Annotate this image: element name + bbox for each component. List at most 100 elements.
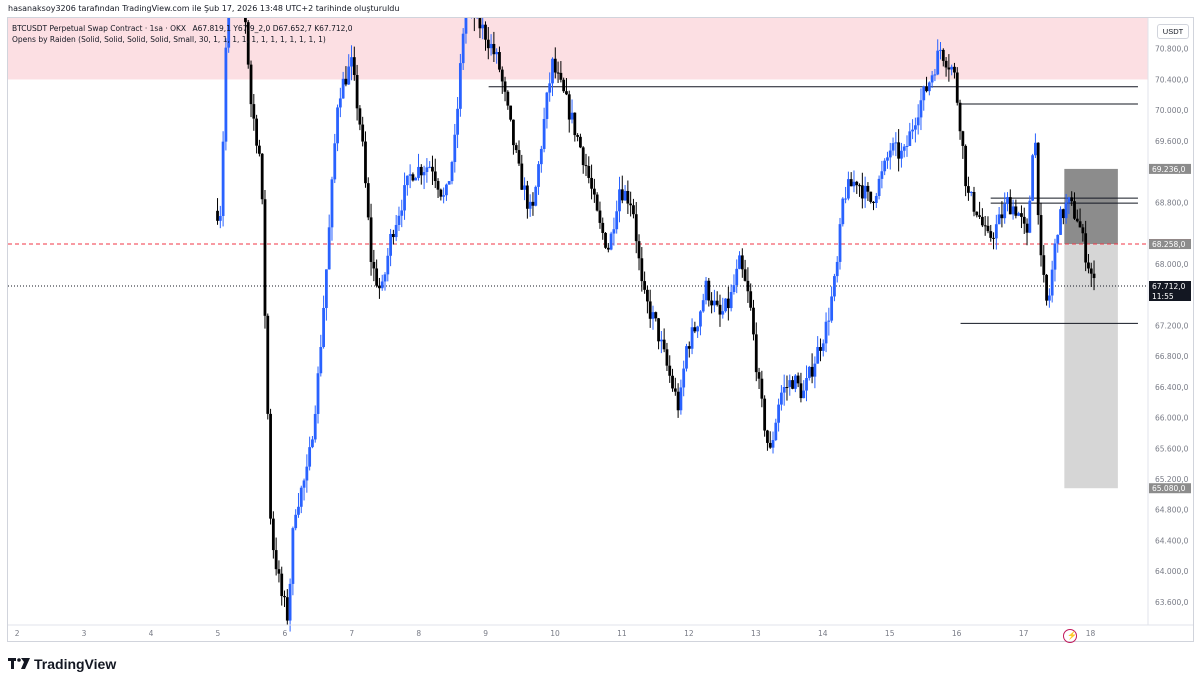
x-tick-label: 7 [349,629,354,638]
chart-canvas[interactable]: 70.800,0 70.400,0 70.000,0 69.600,0 68.800,0… [8,18,1193,641]
candle-body-down [283,596,286,598]
x-tick-label: 4 [149,629,154,638]
candle-body-down [355,74,359,109]
candle-body-down [858,185,861,187]
candle-body-up [793,375,797,389]
candle-body-up [732,285,736,292]
candle-body-up [779,392,783,405]
candle-body-down [579,136,582,148]
candle-body-down [634,214,638,242]
candle-body-up [545,92,549,119]
candle-body-down [1078,221,1082,228]
candle-body-down [1045,274,1048,301]
candle-body-down [646,289,649,302]
price-label-countdown: 11:55 [1152,292,1174,301]
candle-body-up [1034,142,1037,156]
candle-body-down [553,58,557,73]
candle-body-down [715,300,719,305]
y-tick-label: 66.000,0 [1155,414,1189,423]
candle-body-down [478,18,482,29]
candle-body-down [244,18,247,23]
candle-body-up [900,150,903,159]
price-label-bg [1149,483,1191,494]
lightning-icon[interactable]: ⚡ [1063,629,1077,643]
x-tick-label: 9 [483,629,488,638]
candle-body-up [813,363,817,377]
candle-body-up [838,224,842,262]
candle-body-down [657,318,660,342]
position-stop-box[interactable] [1064,168,1118,245]
candle-body-down [944,60,948,68]
candle-body-down [509,105,513,120]
candle-body-down [632,205,635,215]
candle-body-down [961,131,965,146]
candle-body-up [1031,155,1035,201]
candle-body-down [252,104,256,119]
candle-body-down [1061,209,1065,219]
candle-body-up [322,307,325,348]
candle-body-down [947,67,951,70]
candle-body-up [905,145,909,147]
candle-body-up [442,195,446,197]
candle-body-down [978,215,981,217]
candle-body-down [361,124,365,142]
legend-symbol-row[interactable]: BTCUSDT Perpetual Swap Contract · 1sa · … [12,24,357,33]
candle-body-down [897,142,901,159]
candle-body-down [592,188,596,195]
currency-selector[interactable]: USDT [1157,24,1189,39]
chart-panel[interactable]: 70.800,0 70.400,0 70.000,0 69.600,0 68.800,0… [7,17,1194,643]
candle-body-up [930,75,934,83]
x-tick-label: 13 [751,629,761,638]
y-tick-label: 66.400,0 [1155,383,1189,392]
candle-body-down [972,191,976,212]
legend-indicator[interactable]: Opens by Raiden (Solid, Solid, Solid, So… [12,35,326,44]
candle-body-up [481,24,485,29]
candle-body-down [796,375,800,384]
candle-body-down [1081,227,1085,234]
candle-body-down [1039,215,1043,256]
candle-body-down [637,241,641,259]
candle-body-up [1006,197,1009,204]
price-label-text: 68.258,0 [1152,240,1186,249]
x-tick-label: 11 [617,629,627,638]
candle-body-up [218,215,222,221]
candle-body-down [662,339,666,350]
candle-body-up [383,274,387,282]
candle-body-up [699,311,702,327]
candle-body-down [246,22,250,65]
candle-body-up [539,148,543,165]
candle-body-up [690,327,694,349]
candle-body-down [1014,206,1018,216]
candle-body-down [525,185,529,209]
x-tick-label: 8 [416,629,421,638]
price-label-text: 69.236,0 [1152,165,1186,174]
x-tick-label: 10 [550,629,560,638]
candle-body-down [953,66,956,73]
candle-body-up [704,280,708,301]
candle-body-down [584,165,588,167]
candle-body-up [425,167,429,173]
candle-body-up [1017,213,1021,216]
candle-body-up [807,366,811,379]
candle-body-down [492,43,496,55]
legend-symbol[interactable]: BTCUSDT Perpetual Swap Contract · 1sa · … [12,24,187,33]
candle-body-down [266,315,270,414]
candle-body-up [777,404,781,423]
candle-body-down [277,569,281,574]
candle-body-down [648,301,652,319]
candle-body-up [916,117,920,126]
x-tick-label: 2 [15,629,20,638]
candle-body-up [324,269,328,308]
candle-body-down [872,201,875,204]
candle-body-down [763,398,767,431]
candle-body-up [894,142,898,144]
y-tick-label: 67.200,0 [1155,321,1189,330]
bolt-glyph: ⚡ [1067,631,1077,640]
price-label-text: 67.712,0 [1152,282,1186,291]
candle-body-up [1011,206,1015,215]
candle-body-up [1028,200,1032,233]
candle-body-up [1053,243,1057,270]
candle-body-up [570,112,574,120]
candle-body-up [922,86,926,101]
price-label-bg [1149,281,1191,302]
